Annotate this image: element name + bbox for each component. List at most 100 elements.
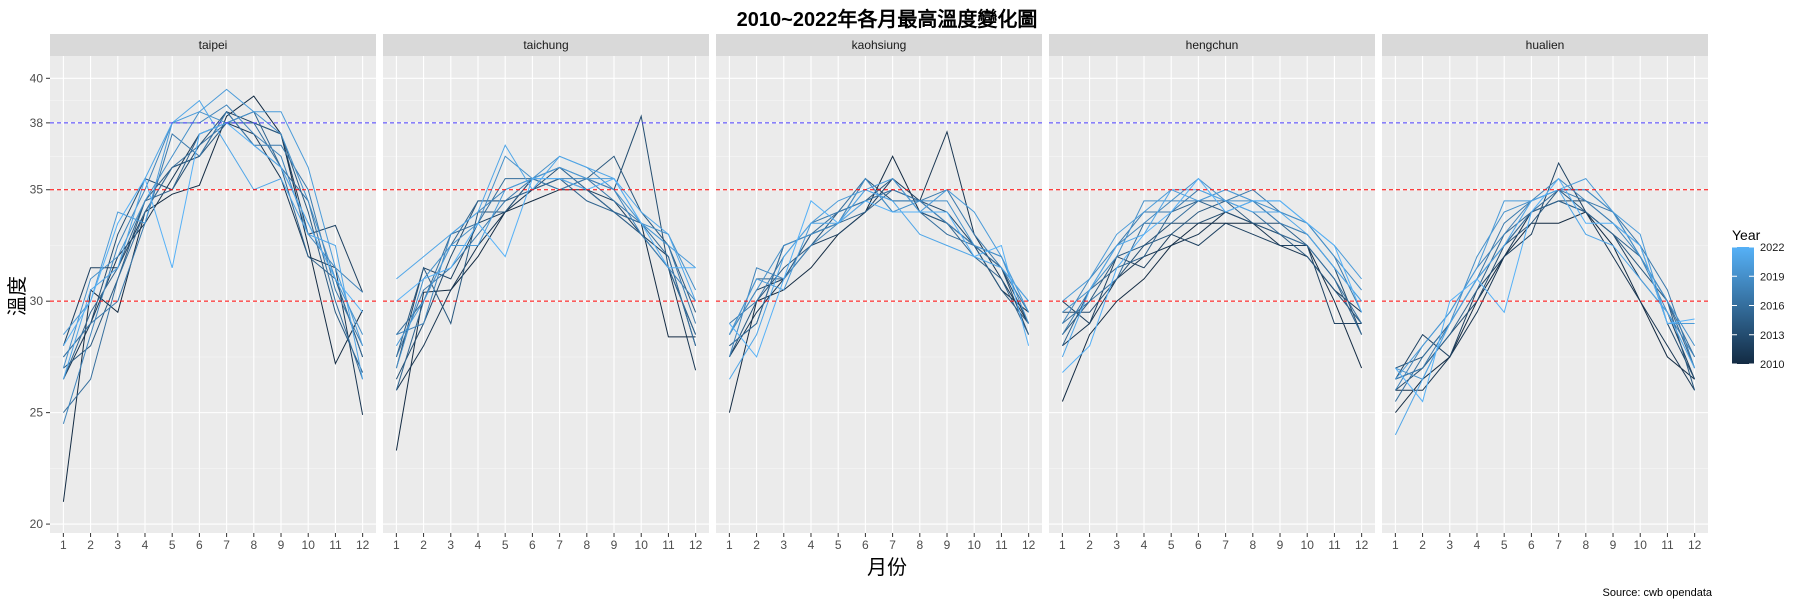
x-tick-label: 9 xyxy=(1610,538,1617,552)
series-line-2010 xyxy=(395,189,696,451)
x-tick-label: 10 xyxy=(302,538,316,552)
series-line-2017 xyxy=(63,110,364,358)
x-tick-label: 5 xyxy=(502,538,509,552)
series-line-2010 xyxy=(1395,211,1695,413)
legend-tick-label: 2013 xyxy=(1760,330,1784,342)
x-tick-label: 1 xyxy=(393,538,400,552)
series-line-2016 xyxy=(1062,200,1363,324)
x-tick-label: 11 xyxy=(995,538,1008,552)
legend-tick-label: 2016 xyxy=(1760,301,1784,313)
legend-title: Year xyxy=(1732,227,1761,243)
x-tick-label: 6 xyxy=(862,538,869,552)
y-tick-label: 20 xyxy=(30,517,44,531)
x-tick-label: 6 xyxy=(1528,538,1535,552)
x-tick-label: 7 xyxy=(889,538,896,552)
series-line-2015 xyxy=(728,189,1030,335)
x-tick-label: 3 xyxy=(114,538,121,552)
panel-strip-label: taichung xyxy=(523,38,568,52)
panel-background xyxy=(383,56,709,533)
x-tick-label: 4 xyxy=(808,538,815,552)
x-tick-label: 10 xyxy=(1301,538,1315,552)
x-tick-label: 10 xyxy=(1634,538,1648,552)
y-tick-label: 25 xyxy=(30,406,44,420)
x-tick-label: 1 xyxy=(60,538,67,552)
x-tick-label: 5 xyxy=(1168,538,1175,552)
x-tick-label: 5 xyxy=(1501,538,1508,552)
panel-strip-label: hengchun xyxy=(1186,38,1239,52)
x-tick-label: 4 xyxy=(1141,538,1148,552)
x-tick-label: 6 xyxy=(1195,538,1202,552)
caption: Source: cwb opendata xyxy=(1603,587,1713,599)
x-tick-label: 10 xyxy=(635,538,649,552)
x-tick-label: 2 xyxy=(753,538,760,552)
x-tick-label: 5 xyxy=(169,538,176,552)
legend-tick-label: 2019 xyxy=(1760,271,1784,283)
x-tick-label: 5 xyxy=(835,538,842,552)
x-tick-label: 11 xyxy=(1328,538,1341,552)
panel-strip-label: hualien xyxy=(1526,38,1565,52)
x-tick-label: 11 xyxy=(329,538,342,552)
x-tick-label: 6 xyxy=(196,538,203,552)
x-tick-label: 11 xyxy=(662,538,675,552)
x-tick-label: 2 xyxy=(87,538,94,552)
panel-background xyxy=(50,56,376,533)
y-tick-label: 38 xyxy=(30,116,44,130)
x-tick-label: 8 xyxy=(1249,538,1256,552)
chart-title: 2010~2022年各月最高溫度變化圖 xyxy=(737,7,1038,31)
y-tick-label: 35 xyxy=(30,183,44,197)
series-line-2022 xyxy=(62,122,363,347)
x-tick-label: 4 xyxy=(475,538,482,552)
x-tick-label: 4 xyxy=(1474,538,1481,552)
x-tick-label: 7 xyxy=(223,538,230,552)
series-line-2014 xyxy=(63,122,364,373)
x-tick-label: 7 xyxy=(1555,538,1562,552)
series-line-2020 xyxy=(728,177,1030,335)
x-tick-label: 12 xyxy=(1688,538,1702,552)
panel-strip xyxy=(1382,34,1708,56)
x-tick-label: 1 xyxy=(1392,538,1399,552)
x-tick-label: 8 xyxy=(916,538,923,552)
x-tick-label: 8 xyxy=(1582,538,1589,552)
x-tick-label: 12 xyxy=(356,538,370,552)
series-line-2019 xyxy=(395,155,697,369)
legend-tick-label: 2010 xyxy=(1760,359,1784,371)
legend-colorbar xyxy=(1732,247,1754,364)
series-line-2021 xyxy=(396,144,697,302)
panel-strip xyxy=(383,34,709,56)
x-tick-label: 6 xyxy=(529,538,536,552)
panel-strip xyxy=(1049,34,1375,56)
legend-tick-label: 2022 xyxy=(1760,242,1784,254)
series-line-2022 xyxy=(396,177,696,302)
x-tick-label: 7 xyxy=(1222,538,1229,552)
x-tick-label: 9 xyxy=(944,538,951,552)
x-tick-label: 9 xyxy=(1277,538,1284,552)
x-tick-label: 2 xyxy=(1086,538,1093,552)
x-tick-label: 3 xyxy=(1113,538,1120,552)
series-line-2022 xyxy=(729,200,1030,358)
x-tick-label: 12 xyxy=(1022,538,1036,552)
series-line-2021 xyxy=(728,189,1029,380)
y-axis: 20 25 30 35 38 40 xyxy=(30,71,50,531)
x-tick-label: 10 xyxy=(968,538,982,552)
series-line-2022 xyxy=(1062,177,1363,373)
series-line-2019 xyxy=(62,111,364,369)
x-tick-label: 7 xyxy=(556,538,563,552)
panel-strip xyxy=(716,34,1042,56)
x-tick-label: 1 xyxy=(1059,538,1066,552)
series-line-2022 xyxy=(1395,177,1695,403)
x-tick-label: 3 xyxy=(780,538,787,552)
x-tick-label: 12 xyxy=(1355,538,1369,552)
x-tick-label: 4 xyxy=(142,538,149,552)
x-axis-title: 月份 xyxy=(867,556,907,579)
x-tick-label: 11 xyxy=(1661,538,1674,552)
panel-strip-label: kaohsiung xyxy=(852,38,907,52)
y-tick-label: 30 xyxy=(30,294,44,308)
series-line-2010 xyxy=(62,95,364,502)
